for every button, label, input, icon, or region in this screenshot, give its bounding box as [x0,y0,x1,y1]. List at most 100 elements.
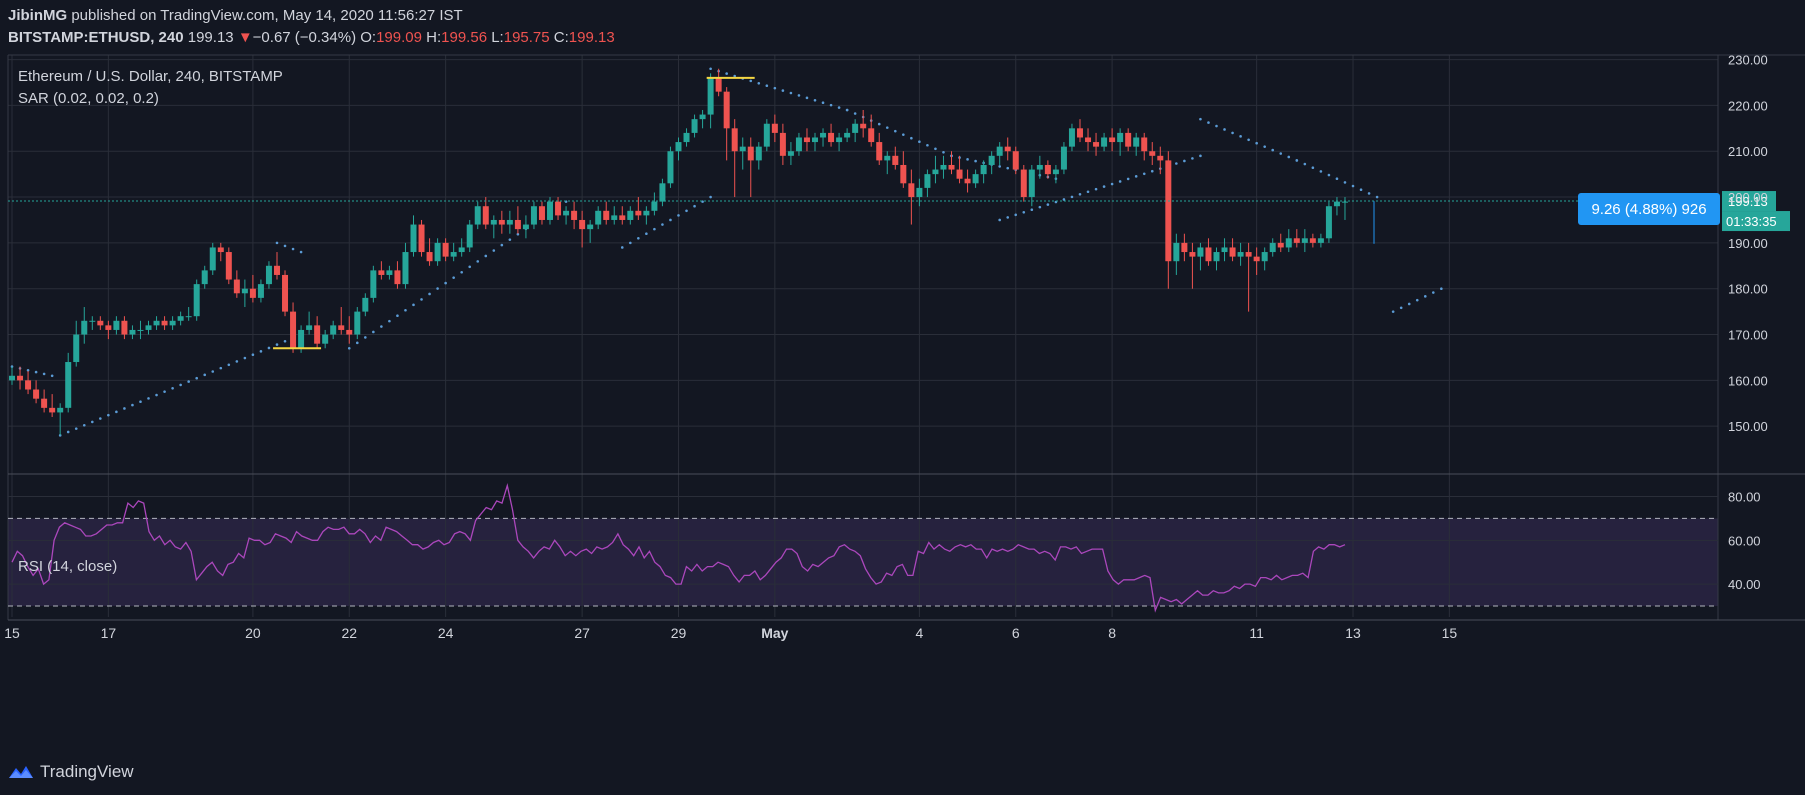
sar-dot [1006,166,1010,170]
time-tick-label: 11 [1249,625,1264,641]
sar-dot [123,407,126,410]
candle-body [394,270,401,285]
sar-dot [797,94,801,97]
sar-dot [283,339,287,343]
candle-body [97,320,104,326]
sar-dot [1046,203,1050,206]
high-label: H: [426,29,442,46]
price-tick-label: 210.00 [1728,144,1768,159]
sar-dot [1359,188,1363,192]
candle-body [1229,247,1236,257]
time-tick-label: 27 [574,625,590,641]
sar-dot [380,325,383,328]
sar-dot [412,303,415,307]
candle-body [498,219,505,225]
sar-dot [1391,310,1395,313]
sar-dot [1407,302,1411,306]
candle-body [1020,169,1027,198]
measure-label: 9.26 (4.88%) 926 [1591,201,1706,218]
candle-body [980,164,987,175]
ohlc-line: BITSTAMP:ETHUSD, 240 199.13 ▼−0.67 (−0.3… [8,29,615,46]
sar-dot [139,400,142,404]
candle-body [290,311,297,349]
candle-body [265,265,272,285]
candle-body [1189,252,1196,257]
close-label: C: [553,29,569,46]
candle-body [916,187,923,198]
candle-body [1181,242,1188,253]
candle-body [755,146,762,161]
sar-dot [813,98,817,102]
sar-dot [645,232,648,236]
sar-dot [1319,170,1323,173]
candle-body [306,325,313,330]
sar-dot [99,417,102,420]
candle-body [9,375,15,381]
candle-body [113,320,120,330]
candle-body [225,252,232,280]
candle-body [739,146,746,152]
candle-body [506,219,513,225]
price-tick-label: 190.00 [1728,236,1768,251]
sar-dot [1287,155,1291,159]
candle-body [964,178,971,184]
candle-body [812,137,818,143]
sar-dot [364,336,367,339]
time-tick-label: May [761,625,788,641]
candle-body [948,164,955,170]
sar-dot [155,393,158,397]
candle-body [129,329,136,335]
candle-body [338,325,345,330]
candle-body [860,123,867,129]
sar-dot [1126,177,1130,181]
candle-body [25,380,32,390]
candle-body [65,362,72,408]
rsi-tick-label: 60.00 [1728,533,1761,548]
publisher-name[interactable]: JibinMG [8,7,68,24]
candle-body [530,206,537,225]
sar-dot [1134,175,1138,178]
candle-body [1044,164,1051,175]
candle-body [33,389,40,399]
sar-dot [163,390,166,393]
candle-body [1253,256,1260,262]
high-value: 199.56 [441,29,488,46]
candle-body [330,325,337,335]
sar-dot [966,158,969,161]
sar-dot [500,243,504,247]
footer[interactable]: TradingView [8,762,134,782]
sar-dot [291,247,295,251]
candle-body [1085,137,1092,143]
candle-body [707,77,714,115]
time-tick-label: 4 [915,625,923,641]
sar-dot [1432,291,1435,294]
candle-body [1076,128,1083,138]
candle-body [298,329,305,349]
candle-body [466,224,473,248]
candle-body [747,146,754,161]
sar-dot [26,368,30,372]
time-tick-label: 8 [1108,625,1116,641]
time-tick-label: 22 [341,625,357,641]
sar-dot [219,366,223,370]
candle-body [1205,247,1212,262]
sar-dot [725,72,728,75]
sar-dot [1030,208,1034,212]
sar-dot [1375,195,1379,199]
candle-body [1317,238,1324,243]
sar-dot [1351,184,1355,188]
candle-body [900,164,907,184]
candle-body [611,215,618,220]
sar-dot [773,86,777,90]
candle-body [828,132,835,143]
candle-body [1277,242,1284,248]
candle-body [1060,146,1067,170]
candle-body [322,334,329,344]
candle-body [932,169,939,175]
close-value: 199.13 [568,29,615,46]
candle-body [1101,137,1108,147]
sar-dot [1303,162,1307,166]
candle-body [1333,201,1340,207]
candle-body [908,183,915,198]
